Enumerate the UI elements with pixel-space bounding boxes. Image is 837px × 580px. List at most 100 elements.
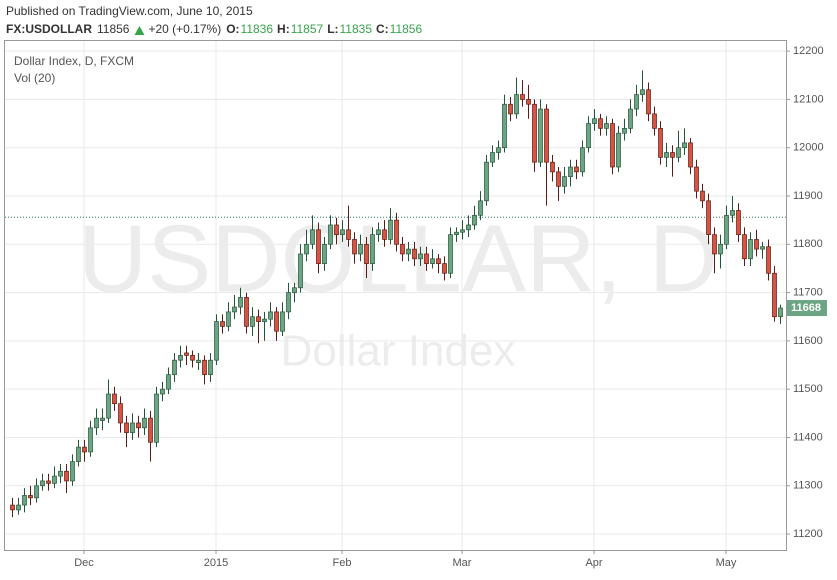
candle-body [664,152,669,158]
candle-body [772,272,777,318]
candle-body [526,99,531,105]
candle-body [88,427,93,453]
candle-body [412,248,417,260]
candle-body [670,152,675,158]
candle-body [430,258,435,264]
y-tick-label: 11800 [793,238,823,250]
h-label: H: [277,22,290,36]
l-label: L: [327,22,338,36]
candle-body [154,393,159,443]
candle-body [262,318,267,322]
candle-body [610,123,615,168]
candle-body [448,234,453,274]
candle-body [484,161,489,202]
y-tick-label: 12100 [793,93,824,105]
low-value: 11835 [340,22,373,36]
candle-body [472,214,477,226]
candle-body [520,94,525,100]
y-tick-label: 12200 [793,45,824,57]
candle-body [82,446,87,453]
candle-body [760,246,765,250]
candle-body [658,128,663,158]
candle-body [532,103,537,163]
candle-body [646,89,651,115]
candle-body [220,321,225,327]
candle-body [424,253,429,264]
y-tick-label: 11600 [793,335,823,347]
candle-body [508,103,513,115]
candle-body [562,176,567,187]
candle-body [316,229,321,264]
candle-body [34,485,39,499]
candle-body [466,224,471,231]
open-value: 11836 [241,22,274,36]
x-tick-label: Apr [585,557,602,569]
published-note: Published on TradingView.com, June 10, 2… [6,4,253,18]
y-tick-label: 11500 [793,383,823,395]
candle-body [736,210,741,235]
c-label: C: [376,22,389,36]
candle-body [160,388,165,395]
x-tick-label: Dec [74,557,94,569]
candle-body [130,422,135,433]
candle-body [22,495,27,506]
grid [5,40,786,550]
candle-body [778,307,783,318]
candle-body [640,89,645,95]
candle-body [58,470,63,477]
candle-body [694,166,699,192]
y-tick-label: 11200 [793,528,823,540]
candle-body [106,393,111,419]
watermark-description: Dollar Index [281,327,516,376]
candle-body [208,359,213,376]
candle-body [628,108,633,129]
candle-body [244,297,249,327]
candle-body [604,123,609,129]
candle-body [76,446,81,462]
candle-body [352,239,357,255]
candle-body [550,161,555,173]
legend: Dollar Index, D, FXCM [14,54,134,68]
candle-body [586,123,591,149]
candle-body [112,393,117,405]
candle-body [580,147,585,173]
candle-body [16,504,21,511]
candle-body [64,470,69,482]
candle-body [178,355,183,361]
candle-body [490,152,495,163]
candle-body [250,316,255,327]
close-value: 11856 [390,22,423,36]
candle-body [388,219,393,240]
candle-body [310,229,315,245]
candle-body [478,200,483,216]
candle-body [574,166,579,173]
y-tick-label: 12000 [793,142,824,154]
candle-body [40,480,45,487]
candle-body [754,239,759,250]
candle-body [124,422,129,433]
candle-body [460,229,465,233]
candle-body [190,355,195,361]
x-tick-label: 2015 [204,557,228,569]
candle-body [202,359,207,376]
candle-body [598,118,603,129]
candle-body [544,108,549,163]
candle-body [730,210,735,216]
high-value: 11857 [291,22,324,36]
candle-body [418,253,423,260]
candle-body [652,113,657,129]
y-tick-label: 11900 [793,190,823,202]
candle-body [382,229,387,240]
candle-body [538,108,543,163]
candle-body [718,243,723,255]
candle-body [322,243,327,264]
candle-body [166,374,171,390]
candle-body [334,224,339,235]
candle-body [286,292,291,313]
last-price-tag [787,300,827,317]
candle-body [10,504,15,511]
candle-body [724,214,729,245]
candle-body [700,190,705,202]
candle-body [688,142,693,168]
